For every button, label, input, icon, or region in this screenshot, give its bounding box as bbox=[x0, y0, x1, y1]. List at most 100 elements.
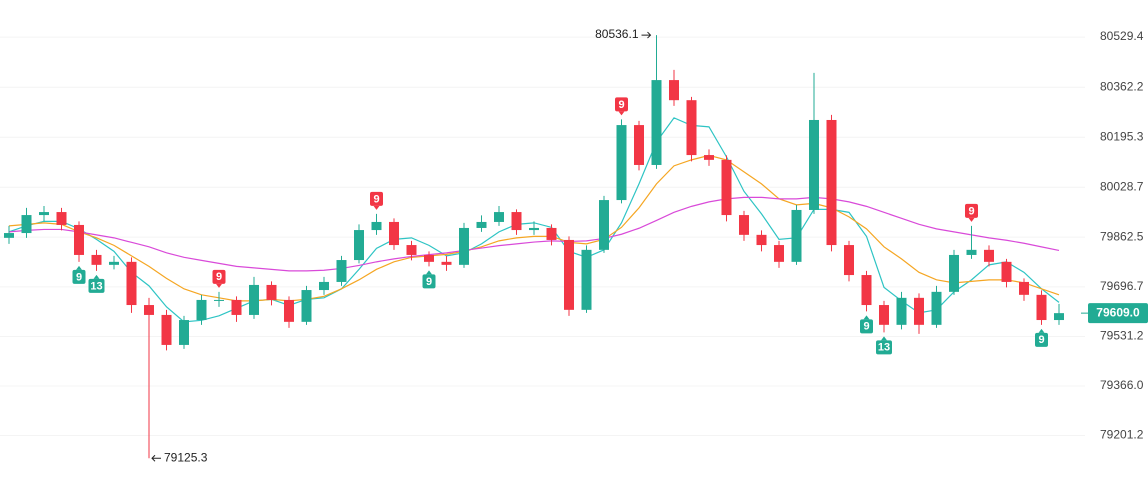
y-tick-label: 80195.3 bbox=[1100, 129, 1144, 143]
td-marker-pointer bbox=[373, 205, 380, 210]
candle-body bbox=[1019, 281, 1029, 295]
td-marker-box bbox=[72, 269, 86, 284]
candle-body bbox=[721, 159, 732, 216]
td-marker-box bbox=[1035, 332, 1048, 347]
candle-body bbox=[319, 281, 329, 291]
candle-body bbox=[354, 230, 364, 261]
candle-body bbox=[651, 80, 662, 165]
td-marker-box bbox=[88, 278, 105, 293]
candle-body bbox=[756, 234, 767, 246]
td-marker-label: 9 bbox=[618, 99, 624, 111]
candle-body bbox=[196, 299, 207, 321]
max-price-label: 80536.1 bbox=[595, 27, 639, 41]
td-marker-pointer bbox=[93, 274, 100, 279]
candle-body bbox=[669, 80, 679, 101]
td-marker-label: 9 bbox=[1038, 334, 1044, 346]
candle-body bbox=[826, 119, 837, 246]
moving-average-line bbox=[8, 196, 1060, 272]
td-marker-pointer bbox=[881, 336, 887, 341]
candle-body bbox=[686, 100, 697, 156]
candle-body bbox=[599, 200, 609, 250]
y-tick-label: 80362.2 bbox=[1100, 79, 1144, 93]
candle-body bbox=[896, 297, 907, 325]
candle-body bbox=[39, 212, 49, 216]
td-marker-box bbox=[370, 191, 383, 206]
candle-body bbox=[249, 284, 259, 315]
td-marker-pointer bbox=[426, 270, 432, 275]
td-marker-label: 13 bbox=[90, 280, 102, 292]
candle-body bbox=[109, 261, 119, 265]
y-tick-label: 80028.7 bbox=[1100, 179, 1144, 193]
candle-body bbox=[161, 314, 172, 345]
candle-body bbox=[4, 233, 14, 238]
candle-body bbox=[389, 221, 399, 246]
td-marker-label: 9 bbox=[426, 276, 432, 288]
candle-body bbox=[1036, 294, 1047, 321]
candle-body bbox=[91, 254, 102, 265]
candle-body bbox=[581, 249, 592, 310]
candle-body bbox=[774, 245, 784, 262]
y-tick-label: 80529.4 bbox=[1100, 29, 1144, 43]
candle-body bbox=[634, 125, 644, 165]
max-price-arrow bbox=[641, 31, 652, 39]
td-marker-pointer bbox=[1038, 328, 1045, 333]
candle-body bbox=[739, 215, 749, 235]
min-price-label: 79125.3 bbox=[164, 450, 208, 464]
moving-average-line bbox=[8, 117, 1060, 323]
candle-body bbox=[441, 261, 452, 265]
candle-body bbox=[214, 299, 224, 301]
candle-body bbox=[931, 291, 942, 325]
candle-body bbox=[144, 305, 154, 315]
candle-body bbox=[1054, 313, 1064, 321]
candle-body bbox=[914, 297, 924, 325]
candle-body bbox=[564, 239, 574, 310]
td-marker-box bbox=[615, 97, 628, 112]
candle-body bbox=[266, 284, 277, 300]
candle-body bbox=[459, 227, 469, 265]
td-marker-pointer bbox=[863, 315, 870, 320]
td-marker-label: 9 bbox=[863, 321, 869, 333]
candle-body bbox=[949, 254, 959, 292]
y-tick-label: 79862.5 bbox=[1100, 229, 1144, 243]
td-marker-label: 9 bbox=[76, 271, 82, 283]
candle-body bbox=[476, 221, 487, 228]
candle-body bbox=[879, 305, 889, 325]
candle-body bbox=[424, 254, 434, 262]
y-tick-label: 79201.2 bbox=[1100, 428, 1144, 442]
y-tick-label: 79366.0 bbox=[1100, 378, 1144, 392]
moving-average-line bbox=[8, 154, 1060, 302]
td-marker-box bbox=[965, 203, 978, 218]
td-marker-label: 9 bbox=[216, 271, 222, 283]
candle-body bbox=[809, 119, 819, 210]
last-price-box bbox=[1088, 303, 1148, 324]
candle-body bbox=[861, 275, 872, 306]
td-marker-pointer bbox=[618, 111, 625, 116]
min-price-arrow bbox=[151, 454, 161, 462]
td-marker-box bbox=[860, 319, 873, 334]
candle-body bbox=[126, 261, 137, 306]
td-marker-label: 9 bbox=[968, 205, 974, 217]
td-marker-box bbox=[876, 340, 892, 355]
td-marker-pointer bbox=[216, 283, 222, 288]
td-marker-pointer bbox=[968, 217, 975, 222]
candle-body bbox=[231, 299, 242, 315]
candle-body bbox=[616, 125, 627, 201]
td-marker-box bbox=[212, 269, 226, 284]
candle-body bbox=[56, 212, 67, 225]
candle-body bbox=[371, 221, 382, 231]
candle-body bbox=[511, 212, 522, 231]
candle-body bbox=[406, 245, 417, 255]
y-tick-label: 79696.7 bbox=[1100, 279, 1144, 293]
td-marker-label: 13 bbox=[878, 342, 890, 354]
candle-body bbox=[529, 227, 539, 231]
candle-body bbox=[984, 249, 994, 262]
td-marker-label: 9 bbox=[373, 193, 379, 205]
last-price-label: 79609.0 bbox=[1096, 305, 1140, 319]
candle-body bbox=[494, 212, 504, 222]
candle-body bbox=[1001, 261, 1012, 282]
candle-body bbox=[704, 155, 714, 160]
candle-body bbox=[284, 299, 294, 322]
y-tick-label: 79531.2 bbox=[1100, 329, 1144, 343]
